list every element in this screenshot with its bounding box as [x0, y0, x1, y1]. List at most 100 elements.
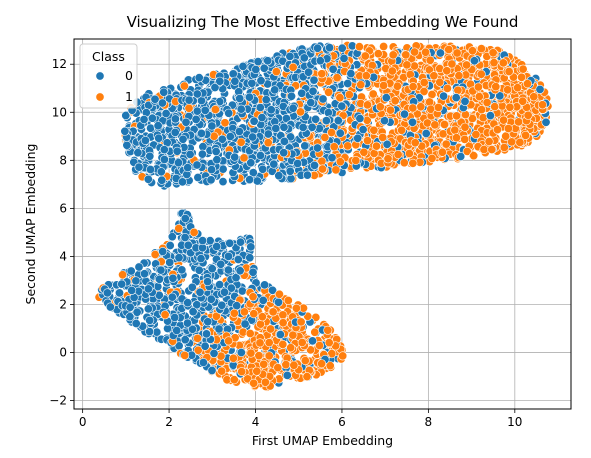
point-class-0 — [288, 103, 298, 113]
point-class-1 — [523, 110, 533, 120]
point-class-1 — [297, 337, 307, 347]
point-class-1 — [410, 138, 420, 148]
point-class-0 — [145, 315, 155, 325]
point-class-0 — [435, 48, 445, 58]
point-class-1 — [228, 353, 238, 363]
points-layer — [94, 40, 553, 392]
point-class-0 — [298, 122, 308, 132]
point-class-1 — [427, 90, 437, 100]
point-class-0 — [159, 87, 169, 97]
point-class-1 — [489, 58, 499, 68]
point-class-0 — [327, 153, 337, 163]
point-class-1 — [274, 289, 284, 299]
point-class-0 — [178, 134, 188, 144]
point-class-0 — [203, 277, 213, 287]
point-class-1 — [264, 351, 274, 361]
point-class-1 — [479, 145, 489, 155]
point-class-1 — [320, 132, 330, 142]
point-class-0 — [115, 288, 125, 298]
point-class-1 — [379, 41, 389, 51]
point-class-0 — [230, 76, 240, 86]
point-class-1 — [278, 318, 288, 328]
point-class-0 — [125, 302, 135, 312]
point-class-1 — [379, 81, 389, 91]
point-class-0 — [312, 143, 322, 153]
point-class-1 — [499, 143, 509, 153]
point-class-1 — [263, 138, 273, 148]
point-class-0 — [307, 122, 317, 132]
point-class-0 — [321, 116, 331, 126]
point-class-0 — [183, 318, 193, 328]
point-class-0 — [168, 273, 178, 283]
point-class-1 — [444, 44, 454, 54]
legend-title: Class — [92, 49, 125, 64]
legend: Class 0 1 — [79, 43, 138, 109]
point-class-0 — [207, 121, 217, 131]
y-tick-label: 10 — [52, 105, 67, 119]
point-class-0 — [224, 251, 234, 261]
x-tick-label: 8 — [425, 415, 433, 429]
point-class-0 — [263, 129, 273, 139]
point-class-1 — [248, 292, 258, 302]
point-class-0 — [202, 329, 212, 339]
point-class-0 — [133, 148, 143, 158]
point-class-1 — [529, 92, 539, 102]
point-class-0 — [297, 88, 307, 98]
point-class-0 — [193, 173, 203, 183]
point-class-0 — [220, 287, 230, 297]
point-class-1 — [515, 137, 525, 147]
point-class-1 — [399, 158, 409, 168]
point-class-1 — [317, 359, 327, 369]
point-class-0 — [183, 240, 193, 250]
point-class-0 — [247, 78, 257, 88]
point-class-1 — [371, 141, 381, 151]
point-class-0 — [165, 257, 175, 267]
point-class-0 — [337, 43, 347, 53]
point-class-0 — [339, 53, 349, 63]
point-class-1 — [419, 78, 429, 88]
point-class-0 — [224, 108, 234, 118]
point-class-0 — [249, 116, 259, 126]
point-class-0 — [399, 109, 409, 119]
point-class-1 — [160, 310, 170, 320]
point-class-0 — [314, 124, 324, 134]
point-class-0 — [159, 155, 169, 165]
point-class-0 — [170, 127, 180, 137]
point-class-0 — [299, 53, 309, 63]
point-class-0 — [238, 61, 248, 71]
point-class-1 — [354, 42, 364, 52]
point-class-1 — [427, 153, 437, 163]
x-tick-label: 4 — [252, 415, 260, 429]
point-class-0 — [158, 247, 168, 257]
point-class-1 — [286, 343, 296, 353]
point-class-0 — [236, 104, 246, 114]
point-class-0 — [143, 304, 153, 314]
point-class-1 — [447, 59, 457, 69]
point-class-1 — [184, 103, 194, 113]
point-class-1 — [518, 96, 528, 106]
point-class-0 — [155, 274, 165, 284]
point-class-1 — [471, 130, 481, 140]
point-class-1 — [390, 96, 400, 106]
point-class-0 — [263, 56, 273, 66]
point-class-1 — [385, 105, 395, 115]
point-class-1 — [289, 360, 299, 370]
point-class-1 — [503, 85, 513, 95]
point-class-1 — [273, 363, 283, 373]
point-class-0 — [143, 284, 153, 294]
point-class-0 — [156, 265, 166, 275]
point-class-1 — [237, 367, 247, 377]
point-class-1 — [278, 310, 288, 320]
point-class-1 — [193, 333, 203, 343]
point-class-1 — [368, 89, 378, 99]
point-class-0 — [257, 113, 267, 123]
point-class-1 — [504, 67, 514, 77]
point-class-1 — [388, 50, 398, 60]
point-class-1 — [451, 133, 461, 143]
point-class-1 — [410, 47, 420, 57]
point-class-1 — [118, 270, 128, 280]
point-class-1 — [329, 142, 339, 152]
point-class-1 — [490, 102, 500, 112]
x-tick-label: 10 — [507, 415, 522, 429]
point-class-1 — [499, 115, 509, 125]
